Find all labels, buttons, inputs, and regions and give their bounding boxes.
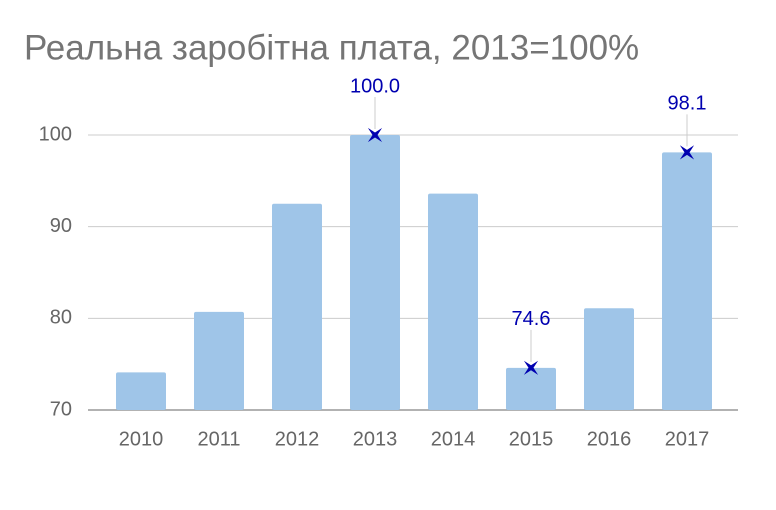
bar: [662, 152, 712, 410]
x-tick-label: 2011: [197, 428, 240, 450]
y-tick-label: 100: [39, 123, 72, 145]
value-label: 98.1: [668, 93, 707, 115]
x-tick-label: 2013: [353, 428, 398, 450]
value-label: 74.6: [512, 308, 551, 330]
x-tick-label: 2016: [587, 428, 632, 450]
bar: [350, 135, 400, 410]
y-tick-label: 70: [50, 398, 72, 420]
bar: [428, 193, 478, 410]
x-tick-label: 2015: [509, 428, 554, 450]
bar: [272, 203, 322, 410]
x-tick-label: 2014: [431, 428, 476, 450]
x-tick-label: 2010: [119, 428, 164, 450]
y-tick-label: 90: [50, 215, 72, 237]
chart-title: Реальна заробітна плата, 2013=100%: [24, 28, 639, 67]
value-label: 100.0: [350, 75, 400, 97]
annotation-marker: [367, 127, 383, 143]
annotation-marker: [679, 145, 695, 160]
bar: [116, 372, 166, 410]
bar: [584, 308, 634, 410]
x-tick-label: 2012: [275, 428, 320, 450]
bar: [506, 367, 556, 410]
annotation-marker: [523, 360, 539, 375]
x-tick-label: 2017: [665, 428, 710, 450]
bar: [194, 311, 244, 410]
y-tick-label: 80: [50, 307, 72, 329]
